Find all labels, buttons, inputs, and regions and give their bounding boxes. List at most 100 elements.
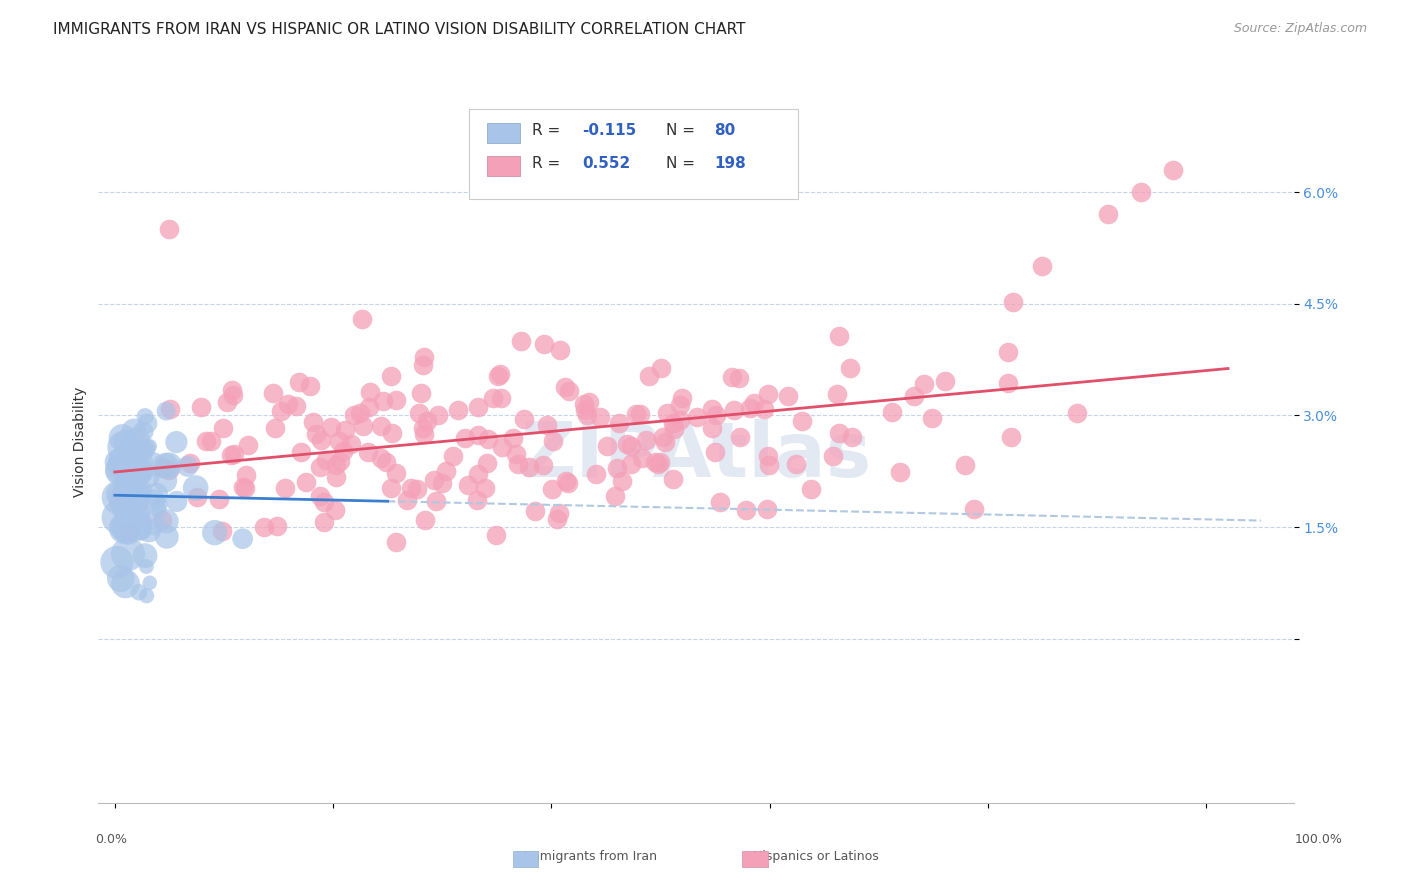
Point	[135, 442, 157, 456]
Point	[166, 494, 188, 508]
Point	[616, 437, 638, 451]
Point	[315, 453, 337, 467]
Point	[156, 530, 179, 544]
Point	[1163, 162, 1185, 177]
Point	[491, 440, 513, 454]
Point	[644, 455, 666, 469]
Text: ZIPAtlas: ZIPAtlas	[520, 419, 872, 493]
Point	[115, 503, 138, 517]
Point	[139, 439, 162, 453]
Point	[112, 440, 135, 454]
Point	[702, 402, 724, 417]
Point	[758, 458, 780, 472]
Point	[735, 503, 758, 517]
Point	[505, 447, 527, 461]
Point	[634, 433, 657, 447]
Point	[319, 420, 342, 434]
Point	[574, 403, 596, 417]
Point	[184, 481, 207, 495]
Point	[190, 401, 212, 415]
Point	[127, 446, 149, 460]
Point	[596, 439, 619, 453]
Point	[728, 371, 751, 385]
Point	[266, 519, 288, 533]
Point	[107, 487, 129, 501]
Point	[150, 512, 173, 526]
Point	[475, 456, 498, 470]
Text: 198: 198	[714, 156, 745, 171]
Point	[425, 494, 447, 508]
Point	[253, 520, 276, 534]
Point	[117, 523, 139, 537]
Point	[585, 467, 607, 482]
Point	[155, 458, 177, 473]
Point	[934, 374, 956, 388]
Point	[128, 585, 150, 599]
Text: Source: ZipAtlas.com: Source: ZipAtlas.com	[1233, 22, 1367, 36]
Point	[129, 455, 152, 469]
Text: -0.115: -0.115	[582, 122, 637, 137]
Point	[370, 419, 392, 434]
Point	[290, 445, 312, 459]
Point	[619, 439, 641, 453]
Point	[224, 447, 246, 461]
Point	[506, 457, 529, 471]
Point	[118, 524, 141, 538]
Point	[752, 402, 775, 417]
Point	[134, 409, 156, 424]
Point	[233, 481, 256, 495]
Point	[215, 395, 238, 409]
Text: R =: R =	[533, 122, 565, 137]
Point	[111, 431, 134, 445]
Point	[589, 409, 612, 424]
Point	[654, 434, 676, 449]
Point	[785, 458, 807, 472]
Point	[329, 454, 352, 468]
Point	[309, 460, 332, 475]
Point	[576, 409, 599, 423]
Point	[274, 481, 297, 495]
Point	[700, 421, 723, 435]
Point	[105, 555, 128, 569]
Point	[536, 417, 558, 432]
Point	[628, 407, 651, 421]
Point	[232, 532, 254, 546]
Point	[112, 520, 135, 534]
Point	[467, 467, 489, 481]
Point	[827, 425, 849, 440]
Point	[112, 458, 135, 472]
Text: N =: N =	[666, 156, 700, 171]
Point	[650, 455, 672, 469]
Point	[441, 449, 464, 463]
Point	[669, 413, 692, 427]
Point	[704, 445, 727, 459]
Point	[467, 428, 489, 442]
Point	[124, 463, 146, 477]
Point	[997, 345, 1019, 359]
Point	[631, 451, 654, 466]
Point	[1066, 406, 1088, 420]
Point	[510, 334, 533, 348]
Text: 80: 80	[714, 122, 735, 137]
Point	[903, 389, 925, 403]
Point	[432, 475, 454, 490]
Point	[155, 474, 177, 488]
Point	[607, 417, 630, 431]
Point	[111, 457, 134, 471]
Text: 0.0%: 0.0%	[96, 833, 128, 846]
Point	[112, 492, 135, 507]
Point	[380, 481, 402, 495]
Point	[610, 474, 633, 488]
Point	[131, 485, 153, 500]
Text: 100.0%: 100.0%	[1295, 833, 1343, 846]
Point	[270, 404, 292, 418]
Point	[373, 394, 395, 409]
Point	[357, 444, 380, 458]
Point	[117, 520, 139, 534]
Point	[107, 491, 129, 505]
Point	[285, 399, 308, 413]
Point	[603, 489, 626, 503]
Point	[107, 510, 129, 524]
Point	[120, 473, 142, 487]
Point	[889, 465, 911, 479]
